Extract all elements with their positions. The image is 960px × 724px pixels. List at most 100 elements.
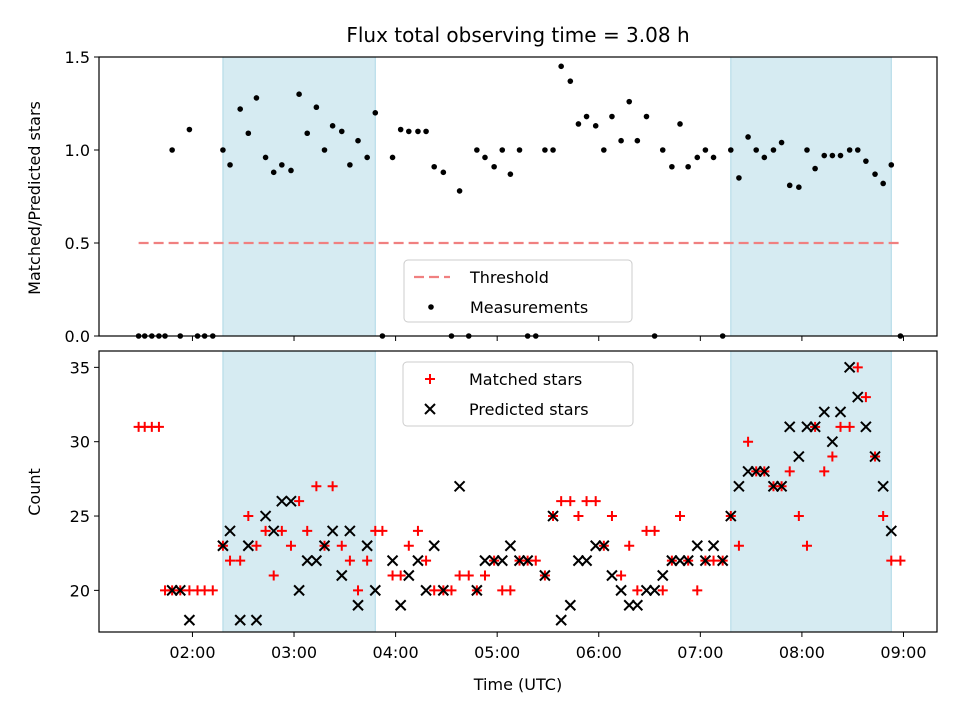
measurement-point: [516, 147, 523, 153]
predicted-stars-point: [631, 599, 644, 611]
predicted-stars-point: [826, 435, 839, 448]
measurement-point: [338, 128, 345, 135]
matched-stars-point: [377, 525, 388, 536]
predicted-stars-point: [521, 554, 534, 567]
measurement-point: [270, 169, 277, 176]
predicted-stars-point: [682, 554, 694, 567]
predicted-stars-point: [877, 480, 889, 493]
x-tick-label: 05:00: [474, 643, 520, 662]
matched-stars-point: [311, 481, 322, 492]
matched-stars-point: [243, 511, 254, 522]
predicted-stars-point: [403, 569, 415, 582]
matched-stars-point: [336, 540, 347, 551]
matched-stars-point: [784, 466, 795, 477]
matched-stars-point: [207, 585, 218, 596]
predicted-stars-point: [234, 614, 246, 626]
matched-stars-point: [743, 436, 754, 447]
measurement-point: [669, 163, 675, 170]
matched-stars-point: [153, 421, 164, 432]
matched-stars-point: [590, 496, 601, 507]
predicted-stars-point: [326, 525, 339, 537]
x-tick-label: 07:00: [677, 643, 723, 662]
bottom-y-axis-label: Count: [25, 468, 44, 516]
shaded-interval: [222, 56, 376, 337]
matched-stars-point: [454, 570, 465, 581]
predicted-stars-point: [725, 510, 737, 522]
predicted-stars-point: [885, 525, 897, 537]
matched-stars-point: [895, 555, 906, 566]
matched-stars-point: [530, 555, 541, 566]
matched-stars-point: [657, 585, 668, 596]
predicted-stars-point: [224, 525, 236, 537]
legend-label: Threshold: [469, 268, 549, 287]
legend-predicted-swatch: [424, 403, 436, 415]
measurement-point: [626, 98, 633, 105]
matched-stars-point: [581, 496, 592, 507]
y-tick-label: 1.5: [65, 48, 90, 67]
measurement-point: [227, 162, 233, 168]
predicted-stars-point: [301, 554, 313, 567]
measurement-point: [702, 147, 709, 153]
matched-stars-point: [886, 555, 897, 566]
measurement-point: [685, 163, 691, 170]
predicted-stars-point: [580, 554, 593, 567]
predicted-stars-point: [818, 406, 830, 418]
measurement-point: [389, 154, 396, 161]
measurement-point: [313, 104, 320, 111]
legend-box: [403, 259, 633, 323]
measurement-point: [456, 188, 463, 194]
predicted-stars-point: [801, 421, 813, 433]
predicted-stars-point: [758, 465, 771, 478]
shaded-interval: [222, 350, 376, 633]
predicted-stars-point: [539, 569, 551, 582]
predicted-stars-point: [750, 465, 762, 478]
measurement-point: [262, 154, 269, 161]
measurement-point: [542, 147, 548, 153]
matched-stars-point: [260, 525, 271, 536]
legend-label: Matched stars: [469, 370, 582, 389]
predicted-stars-point: [648, 584, 661, 597]
measurement-point: [694, 154, 701, 161]
matched-stars-point: [302, 525, 313, 536]
y-tick-label: 35: [70, 358, 90, 377]
measurement-point: [829, 152, 836, 159]
measurement-point: [753, 147, 759, 153]
measurement-point: [245, 130, 252, 137]
matched-stars-point: [624, 540, 635, 551]
measurement-point: [253, 95, 260, 101]
measurement-point: [491, 163, 497, 170]
predicted-stars-point: [606, 569, 618, 582]
y-tick-label: 0.0: [65, 327, 90, 346]
measurement-point: [601, 147, 607, 153]
predicted-stars-point: [860, 421, 872, 433]
measurement-point: [728, 147, 734, 153]
measurement-point: [618, 137, 624, 144]
matched-stars-point: [463, 570, 474, 581]
measurement-point: [550, 147, 556, 153]
y-tick-label: 30: [70, 433, 90, 452]
predicted-stars-point: [623, 599, 635, 611]
predicted-stars-point: [453, 480, 466, 493]
measurement-point: [710, 154, 717, 161]
measurement-point: [237, 106, 243, 112]
predicted-stars-point: [174, 584, 186, 597]
predicted-stars-point: [640, 584, 653, 597]
predicted-stars-point: [412, 554, 424, 567]
measurement-point: [186, 126, 193, 133]
measurement-point: [778, 139, 785, 146]
measurement-point: [355, 137, 361, 144]
x-tick-label: 03:00: [271, 643, 317, 662]
shaded-interval: [730, 350, 892, 633]
matched-stars-point: [606, 511, 617, 522]
measurement-point: [643, 113, 650, 120]
legend: Matched stars Predicted stars: [402, 361, 634, 427]
measurement-point: [804, 147, 810, 153]
shaded-interval: [730, 56, 892, 337]
predicted-stars-point: [869, 450, 881, 463]
predicted-stars-point: [369, 584, 381, 597]
x-axis-label: Time (UTC): [473, 675, 562, 694]
matched-stars-point: [801, 540, 812, 551]
matched-stars-point: [225, 555, 236, 566]
predicted-stars-point: [843, 361, 856, 374]
legend: Threshold Measurements: [403, 259, 633, 323]
